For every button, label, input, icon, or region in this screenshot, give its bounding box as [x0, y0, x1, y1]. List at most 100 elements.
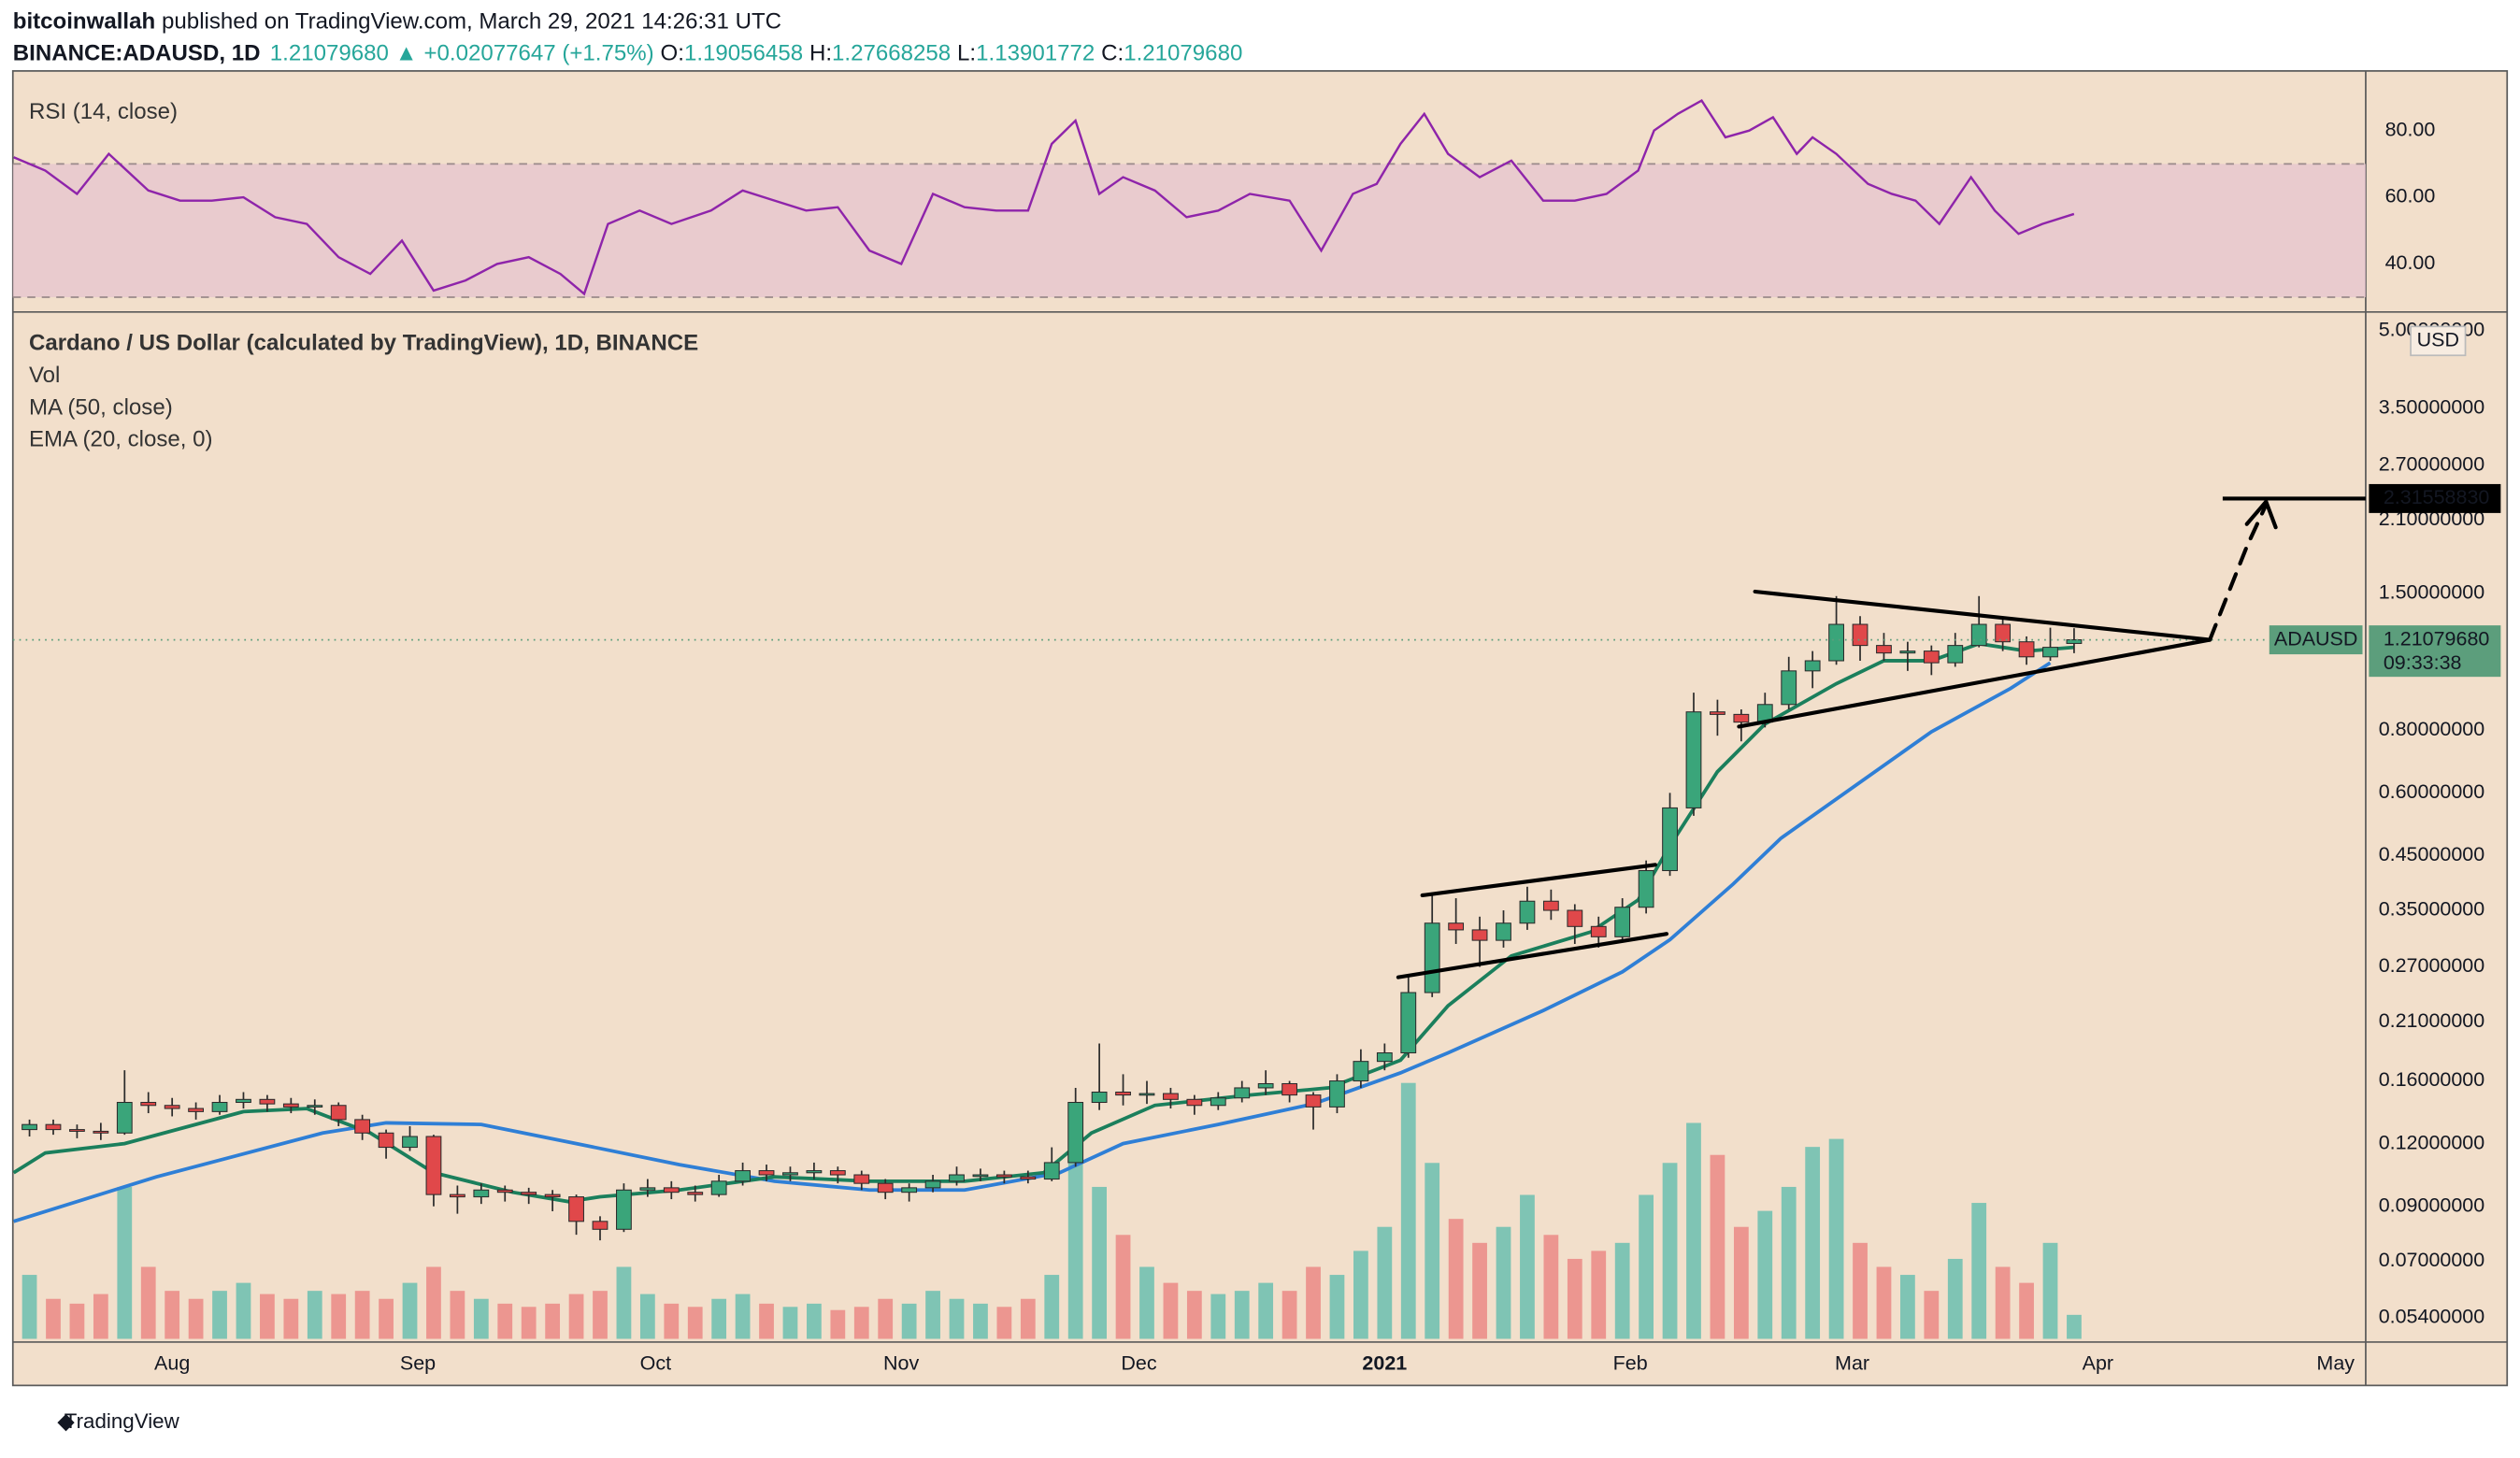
rsi-band	[12, 164, 2366, 298]
y-tick-label: 40.00	[2385, 251, 2436, 274]
volume-bar	[450, 1291, 465, 1339]
candle-body	[2042, 647, 2058, 658]
countdown: 09:33:38	[2384, 651, 2462, 674]
volume-bar	[1924, 1291, 1940, 1339]
volume-bar	[2067, 1314, 2082, 1339]
candle-body	[972, 1174, 989, 1178]
trendline	[1737, 637, 2212, 729]
brand: TradingView	[64, 1409, 180, 1433]
candle-body	[496, 1189, 513, 1194]
volume-bar	[901, 1303, 917, 1339]
x-tick-label: Nov	[883, 1352, 919, 1375]
candle-body	[782, 1172, 798, 1176]
candle-body	[949, 1174, 965, 1182]
volume-bar	[1020, 1298, 1036, 1339]
volume-bar	[1900, 1275, 1915, 1339]
volume-bar	[1995, 1266, 2011, 1339]
pane-title: RSI (14, close)	[29, 99, 178, 124]
candle-body	[1662, 807, 1678, 872]
volume-bar	[807, 1303, 822, 1339]
symbol-label: ADAUSD	[2274, 627, 2358, 650]
candle-body	[307, 1105, 323, 1108]
volume-bar	[426, 1266, 441, 1339]
candle-body	[877, 1182, 894, 1194]
y-tick-label: 60.00	[2385, 185, 2436, 207]
candle-body	[1210, 1097, 1226, 1107]
target-label: 2.31558830	[2384, 486, 2490, 508]
y-tick-label: 0.21000000	[2379, 1009, 2485, 1032]
candle-body	[164, 1105, 180, 1109]
volume-bar	[1853, 1242, 1868, 1339]
x-tick-label: May	[2316, 1352, 2355, 1375]
volume-bar	[1353, 1251, 1368, 1339]
candle-body	[1067, 1101, 1084, 1164]
volume-bar	[46, 1298, 61, 1339]
volume-bar	[307, 1291, 322, 1339]
volume-bar	[473, 1298, 489, 1339]
y-tick-label: 80.00	[2385, 118, 2436, 140]
volume-bar	[711, 1298, 727, 1339]
candle-body	[1329, 1080, 1345, 1108]
candle-body	[663, 1187, 680, 1194]
volume-bar	[1686, 1122, 1701, 1339]
candle-body	[116, 1101, 133, 1134]
y-tick-label: 3.50000000	[2379, 396, 2485, 419]
candle-body	[1424, 922, 1440, 993]
header-line: BINANCE:ADAUSD, 1D 1.21079680 ▲ +0.02077647…	[13, 41, 1243, 66]
overlay-line	[13, 661, 2052, 1223]
candle-body	[378, 1132, 394, 1149]
trendline	[1396, 932, 1669, 979]
volume-bar	[1115, 1235, 1131, 1339]
candle-body	[1733, 713, 1750, 723]
volume-bar	[664, 1303, 680, 1339]
candle-body	[402, 1136, 418, 1149]
price-box	[2369, 625, 2501, 678]
volume-bar	[283, 1298, 299, 1339]
y-tick-label: 0.80000000	[2379, 718, 2485, 740]
candle-body	[1257, 1082, 1274, 1089]
volume-bar	[2042, 1242, 2058, 1339]
candle-body	[211, 1101, 228, 1112]
x-tick-label: Sep	[400, 1352, 436, 1375]
volume-bar	[354, 1291, 370, 1339]
candle-body	[1281, 1082, 1297, 1096]
x-tick-label: Feb	[1613, 1352, 1648, 1375]
volume-bar	[1306, 1266, 1321, 1339]
drawings	[1396, 497, 2278, 979]
candle-body	[69, 1129, 85, 1132]
y-tick-label: 0.05400000	[2379, 1306, 2485, 1328]
candle-body	[2018, 641, 2035, 658]
arrow-head	[2244, 497, 2278, 530]
volume-bar	[1044, 1275, 1060, 1339]
y-tick-label: 0.07000000	[2379, 1249, 2485, 1271]
candle-body	[236, 1098, 251, 1104]
volume-bar	[1639, 1194, 1654, 1339]
volume-bar	[165, 1291, 180, 1339]
candle-body	[1519, 900, 1536, 924]
candle-body	[1567, 909, 1583, 927]
volume-bar	[782, 1307, 798, 1339]
value: 1.19056458	[684, 41, 803, 66]
volume-bar	[1281, 1291, 1297, 1339]
volume-bar	[1067, 1163, 1083, 1339]
price: 1.21079680	[270, 41, 389, 66]
value: 1.27668258	[832, 41, 951, 66]
candle-body	[1638, 869, 1654, 908]
volume-bar	[687, 1307, 703, 1339]
volume-bar	[949, 1298, 965, 1339]
candle-body	[449, 1194, 465, 1198]
candle-body	[1186, 1098, 1203, 1107]
value: 1.21079680	[1124, 41, 1242, 66]
candle-body	[687, 1192, 704, 1195]
volume-bar	[1543, 1235, 1559, 1339]
price-label: 1.21079680	[2384, 627, 2490, 650]
volume-bar	[117, 1186, 133, 1339]
unit-box	[2410, 325, 2467, 357]
unit-label: USD	[2417, 328, 2459, 350]
value: 1.13901772	[976, 41, 1095, 66]
candle-body	[568, 1196, 584, 1222]
candle-body	[2066, 639, 2083, 644]
trendline	[1753, 589, 2212, 642]
